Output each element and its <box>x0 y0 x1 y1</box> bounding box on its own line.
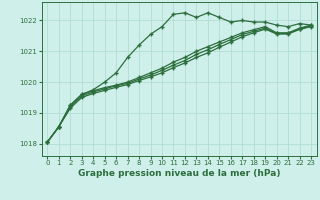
X-axis label: Graphe pression niveau de la mer (hPa): Graphe pression niveau de la mer (hPa) <box>78 169 280 178</box>
